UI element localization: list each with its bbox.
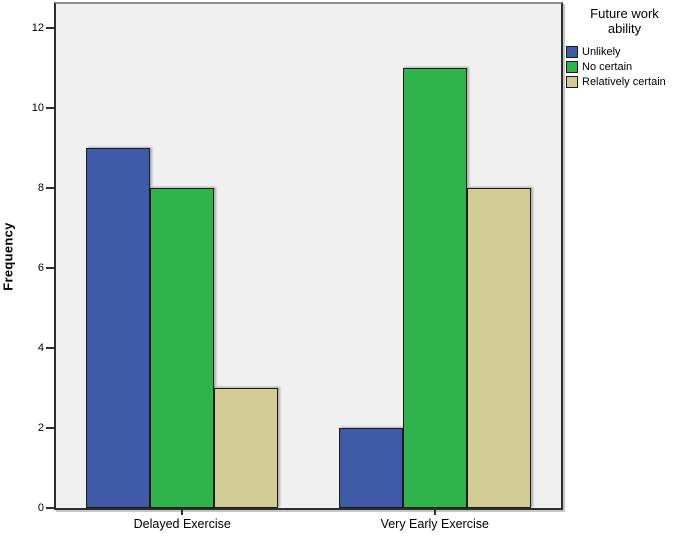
y-tick-label: 4 [37,342,44,354]
legend: Future work ability Unlikely No certain Re… [566,6,683,91]
y-tick-label: 6 [37,262,44,274]
y-tick-label: 0 [37,502,44,514]
x-tick-mark [433,510,436,515]
plot-area [54,2,563,510]
y-tick-label: 12 [31,22,44,34]
y-axis-title: Frequency [0,222,16,291]
y-tick-mark [46,507,54,509]
x-category-label: Delayed Exercise [133,517,231,531]
legend-item: Relatively certain [566,76,683,88]
y-tick-mark [46,347,54,349]
y-tick-label: 10 [31,102,44,114]
legend-item: Unlikely [566,46,683,58]
x-category-label: Very Early Exercise [380,517,489,531]
legend-title: Future work ability [590,6,659,36]
legend-items: Unlikely No certain Relatively certain [566,46,683,88]
legend-swatch [566,46,578,58]
bar [214,388,279,508]
y-tick-mark [46,427,54,429]
bar [86,148,151,508]
legend-swatch [566,76,578,88]
legend-item-label: Relatively certain [582,76,666,88]
legend-item-label: No certain [582,61,633,73]
legend-item: No certain [566,61,683,73]
bar [466,188,531,508]
y-tick-mark [46,187,54,189]
y-tick-mark [46,107,54,109]
y-tick-label: 8 [37,182,44,194]
x-tick-mark [181,510,184,515]
bar [402,68,467,508]
bar [150,188,215,508]
legend-swatch [566,61,578,73]
y-tick-mark [46,27,54,29]
y-tick-mark [46,267,54,269]
bar [338,428,403,508]
y-tick-label: 2 [37,422,44,434]
legend-item-label: Unlikely [582,46,621,58]
